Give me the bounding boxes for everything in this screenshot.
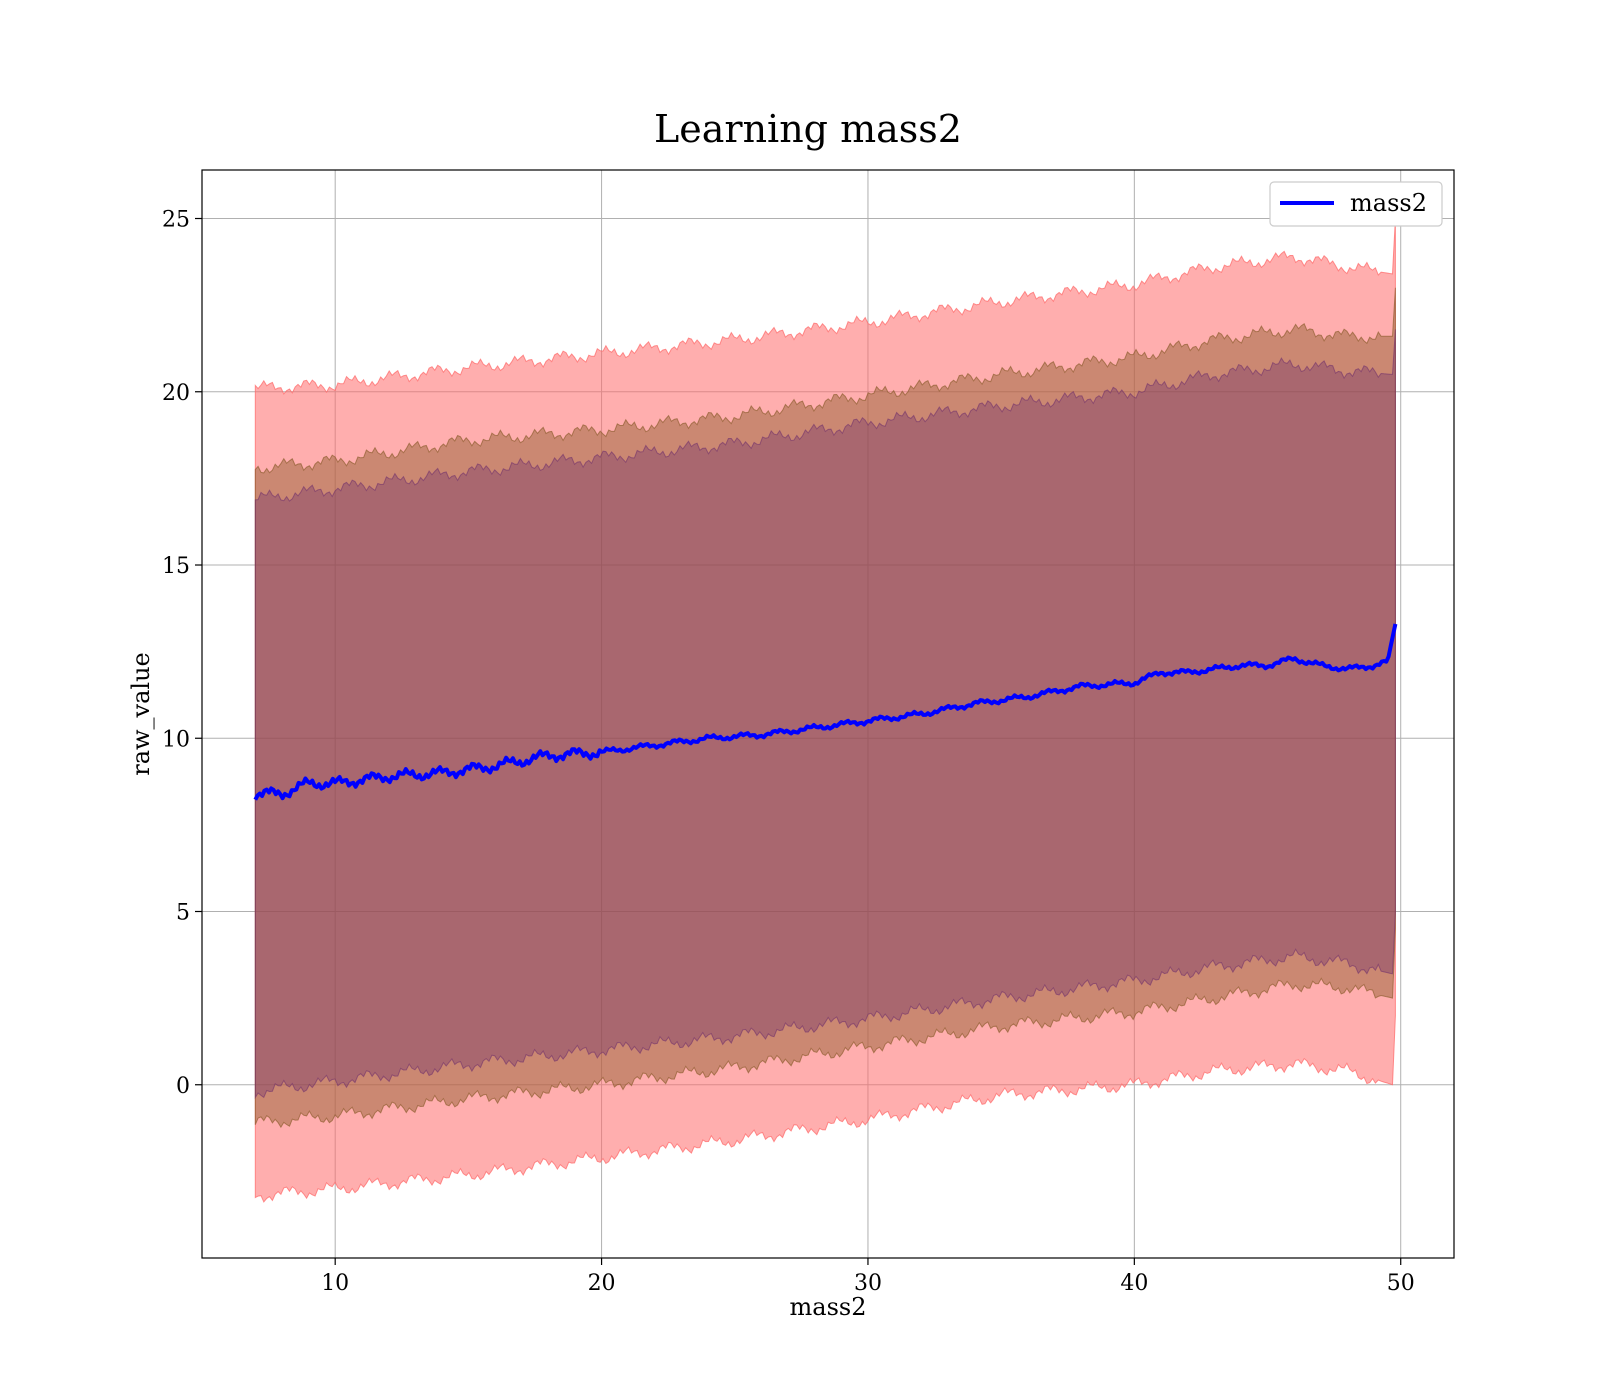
y-tick-label-15: 15	[162, 554, 190, 579]
x-tick-label-30: 30	[854, 1271, 882, 1296]
band-inner	[254, 329, 1396, 1100]
band-middle	[254, 287, 1396, 1129]
chart-title: Learning mass2	[654, 107, 962, 151]
plot-frame	[201, 169, 1455, 1259]
tick-layer: 10 20 30 40 50 0 5 10 15 20 25	[162, 208, 1415, 1296]
x-tick-label-20: 20	[588, 1271, 616, 1296]
series-layer	[253, 623, 1398, 801]
y-tick-label-25: 25	[162, 208, 190, 233]
band-outer	[254, 218, 1396, 1203]
y-tick-label-20: 20	[162, 381, 190, 406]
y-tick-label-0: 0	[176, 1074, 190, 1099]
y-axis-label: raw_value	[127, 652, 155, 776]
band-layer	[254, 218, 1396, 1203]
x-tick-label-50: 50	[1387, 1271, 1415, 1296]
legend-box	[1269, 181, 1443, 227]
x-tick-label-10: 10	[321, 1271, 349, 1296]
legend-label-mass2: mass2	[1350, 189, 1427, 217]
x-tick-label-40: 40	[1120, 1271, 1148, 1296]
series-line-mass2	[253, 623, 1398, 801]
x-axis-label: mass2	[790, 1293, 867, 1321]
y-tick-label-10: 10	[162, 727, 190, 752]
legend: mass2	[1269, 181, 1443, 227]
y-tick-label-5: 5	[176, 901, 190, 926]
